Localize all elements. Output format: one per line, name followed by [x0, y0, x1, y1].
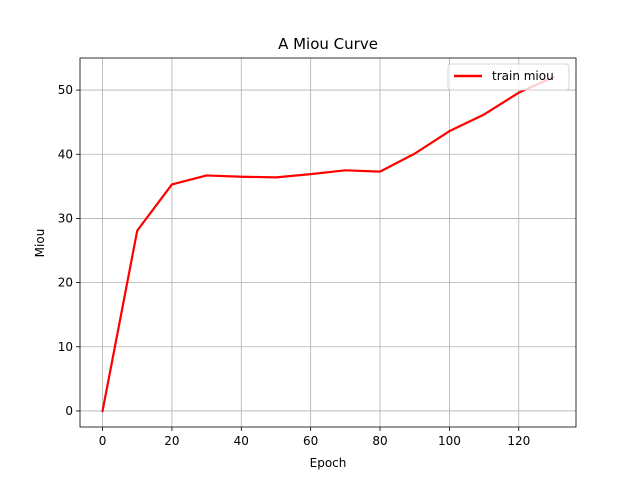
legend-box: [447, 63, 570, 91]
y-tick-label: 50: [58, 83, 73, 97]
x-tick-label: 60: [303, 434, 318, 448]
x-tick-label: 120: [507, 434, 530, 448]
x-tick-label: 40: [234, 434, 249, 448]
x-tick-label: 80: [372, 434, 387, 448]
series-layer: [101, 75, 555, 413]
y-tick-label: 40: [58, 147, 73, 161]
grid-layer: [80, 58, 576, 427]
y-axis-label: Miou: [33, 229, 47, 258]
x-tick-label: 100: [438, 434, 461, 448]
x-tick-label: 20: [164, 434, 179, 448]
legend-label-train-miou: train miou: [492, 69, 554, 83]
x-tick-label: 0: [99, 434, 107, 448]
y-tick-label: 10: [58, 340, 73, 354]
y-tick-label: 30: [58, 211, 73, 225]
y-tick-label: 20: [58, 276, 73, 290]
chart-title: A Miou Curve: [278, 35, 378, 53]
plot-frame: [79, 57, 577, 428]
x-axis-label: Epoch: [310, 456, 347, 470]
tick-layer: 0 20 40 60 80 100 120 0 10 20 30 40 50: [58, 83, 531, 448]
y-tick-label: 0: [65, 404, 73, 418]
series-line-train-miou: [101, 75, 555, 413]
legend: train miou: [447, 63, 570, 91]
